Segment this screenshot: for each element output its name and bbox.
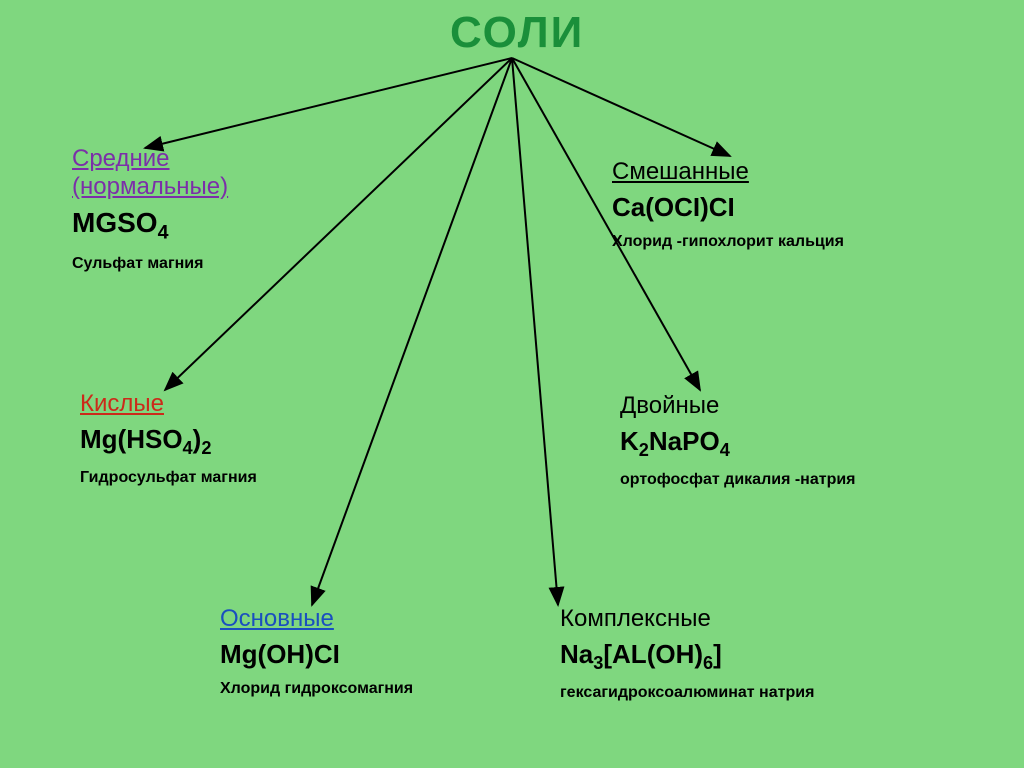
formula-subscript: 4 [158,222,169,244]
chemical-formula: K2NaPO4 [620,426,856,461]
salt-type-complex: Комплексные Na3[AL(OH)6] гексагидроксоалюм… [560,605,814,702]
salt-type-double: Двойные K2NaPO4 ортофосфат дикалия -натрия [620,392,856,489]
compound-name: Гидросульфат магния [80,469,257,487]
formula-subscript: 2 [639,440,649,460]
formula-subscript: 3 [593,653,603,673]
compound-name: Хлорид -гипохлорит кальция [612,233,844,251]
formula-subscript: 6 [703,653,713,673]
diagram-title: СОЛИ [450,8,584,58]
chemical-formula: Na3[AL(OH)6] [560,639,814,674]
salt-type-basic: Основные Mg(OH)CI Хлорид гидроксомагния [220,605,413,698]
compound-name: гексагидроксоалюминат натрия [560,684,814,702]
salt-type-normal: Средние (нормальные) MGSO4 Сульфат магния [72,145,228,273]
chemical-formula: Mg(OH)CI [220,639,413,670]
chemical-formula: Mg(HSO4)2 [80,424,257,459]
compound-name: Хлорид гидроксомагния [220,680,413,698]
formula-subscript: 2 [201,438,211,458]
category-label: Кислые [80,390,257,418]
slide-background [0,0,1024,768]
chemical-formula: MGSO4 [72,207,228,245]
category-label: (нормальные) [72,173,228,201]
compound-name: Сульфат магния [72,255,228,273]
formula-subscript: 4 [183,438,193,458]
salt-type-acidic: Кислые Mg(HSO4)2 Гидросульфат магния [80,390,257,487]
salt-type-mixed: Смешанные Ca(OCI)CI Хлорид -гипохлорит кал… [612,158,844,251]
formula-subscript: 4 [720,440,730,460]
compound-name: ортофосфат дикалия -натрия [620,471,856,489]
category-label: Основные [220,605,413,633]
category-label: Комплексные [560,605,814,633]
category-label: Средние [72,145,228,173]
category-label: Двойные [620,392,856,420]
chemical-formula: Ca(OCI)CI [612,192,844,223]
category-label: Смешанные [612,158,844,186]
